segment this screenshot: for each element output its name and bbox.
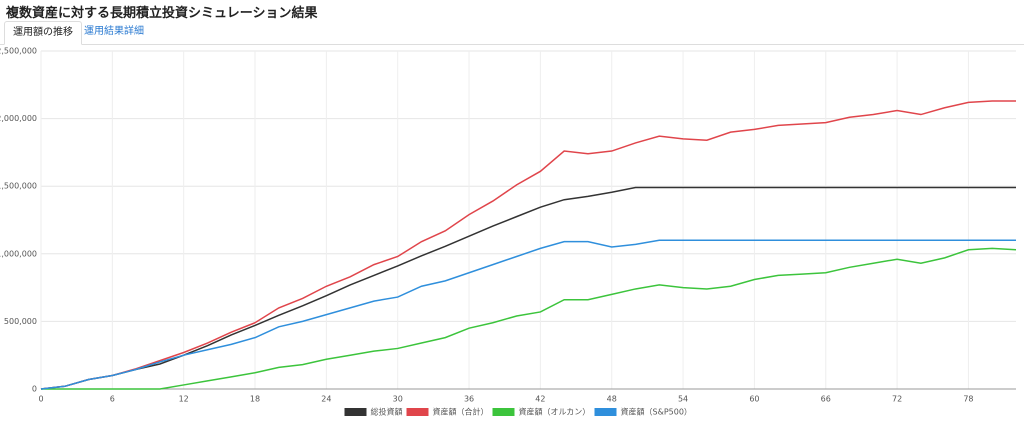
x-tick-label: 6	[110, 395, 115, 404]
legend-swatch	[492, 408, 515, 416]
legend-label: 総投資額	[371, 407, 403, 417]
tab[interactable]: 運用結果詳細	[84, 26, 144, 37]
legend-swatch	[406, 408, 429, 416]
y-tick-label: 0	[32, 385, 37, 394]
legend-swatch	[594, 408, 617, 416]
x-tick-label: 18	[250, 395, 260, 404]
x-tick-label: 66	[821, 395, 831, 404]
legend-label: 資産額（合計）	[433, 407, 489, 417]
x-tick-label: 54	[678, 395, 688, 404]
legend-swatch	[344, 408, 367, 416]
x-tick-label: 36	[464, 395, 474, 404]
y-tick-label: 2,500,000	[0, 47, 37, 56]
series-line	[41, 247, 1017, 390]
series-line	[40, 239, 1016, 390]
legend-label: 資産額（S&P500）	[621, 407, 692, 417]
x-tick-label: 60	[749, 395, 759, 404]
y-tick-label: 1,500,000	[0, 182, 37, 191]
legend-label: 資産額（オルカン）	[519, 407, 591, 417]
x-tick-label: 24	[321, 395, 331, 404]
page-title: 複数資産に対する長期積立投資シミュレーション結果	[6, 6, 318, 21]
x-tick-label: 12	[179, 395, 189, 404]
series-line	[40, 100, 1016, 390]
x-tick-label: 72	[892, 395, 902, 404]
x-tick-label: 42	[535, 395, 545, 404]
y-tick-label: 2,000,000	[0, 114, 37, 123]
x-tick-label: 78	[963, 395, 973, 404]
series-line	[40, 186, 1016, 390]
x-tick-label: 48	[607, 395, 617, 404]
tab[interactable]: 運用額の推移	[4, 21, 82, 45]
y-tick-label: 500,000	[4, 317, 37, 326]
tab-bar: 運用額の推移 運用結果詳細	[0, 21, 1024, 45]
x-tick-label: 0	[38, 395, 43, 404]
y-tick-label: 1,000,000	[0, 249, 37, 258]
x-tick-label: 30	[393, 395, 403, 404]
